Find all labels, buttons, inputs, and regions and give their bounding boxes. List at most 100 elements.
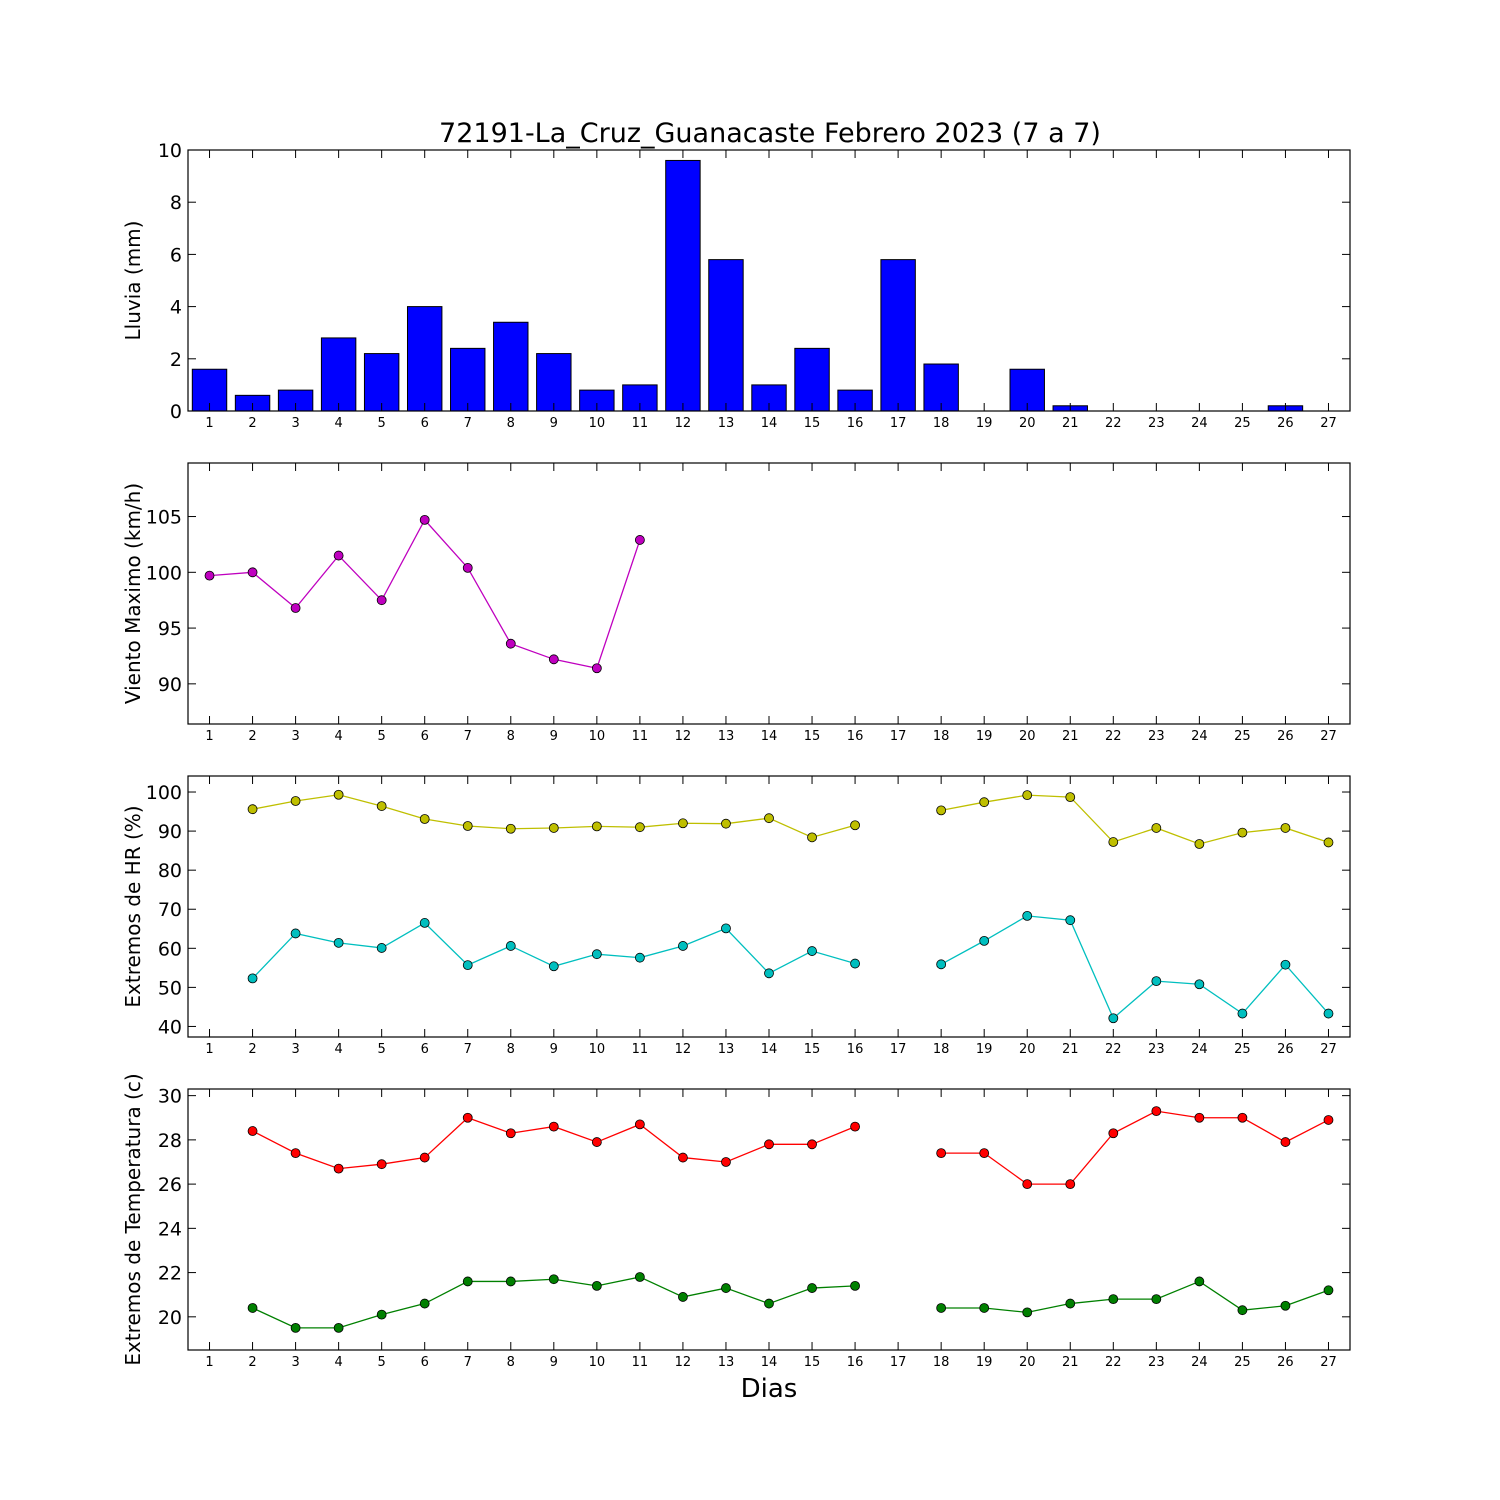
temperature-xtick-label-7: 7 xyxy=(464,1355,472,1370)
rainfall-bar-day-8 xyxy=(493,321,529,412)
max-wind-xtick-label-16: 16 xyxy=(847,729,864,744)
rainfall-ytick-label-10: 10 xyxy=(158,140,182,162)
temperature-xtick-label-22: 22 xyxy=(1105,1355,1122,1370)
humidity-series-0-point-day-21 xyxy=(1065,792,1076,802)
temperature-xtick-label-3: 3 xyxy=(291,1355,299,1370)
humidity-series-0-point-day-8 xyxy=(505,823,516,834)
humidity-series-0-point-day-9 xyxy=(548,823,559,833)
humidity-series-1-point-day-15 xyxy=(807,946,817,956)
rainfall-bar-day-9 xyxy=(536,353,572,412)
humidity-series-1-point-day-8 xyxy=(505,941,516,951)
rainfall-xtick-label-5: 5 xyxy=(378,416,386,431)
temperature-series-1-point-day-11 xyxy=(634,1272,645,1282)
humidity-series-1-point-day-2 xyxy=(247,973,258,984)
humidity-series-1-point-day-11 xyxy=(634,952,645,963)
humidity-ytick-label-70: 70 xyxy=(158,899,182,921)
temperature-series-1-point-day-10 xyxy=(591,1280,602,1291)
max-wind-xtick-label-4: 4 xyxy=(334,729,342,744)
humidity-xtick-label-11: 11 xyxy=(632,1042,649,1057)
rainfall-axes-frame xyxy=(187,149,1351,412)
rainfall-bar-day-5 xyxy=(363,353,400,412)
temperature-xtick-label-18: 18 xyxy=(933,1355,950,1370)
temperature-series-0-point-day-10 xyxy=(591,1137,602,1147)
rainfall-xtick-label-21: 21 xyxy=(1062,416,1079,431)
humidity-series-1-point-day-20 xyxy=(1022,910,1033,921)
max-wind-xtick-label-25: 25 xyxy=(1234,729,1251,744)
rainfall-xtick-label-11: 11 xyxy=(632,416,649,431)
temperature-xtick-label-2: 2 xyxy=(248,1355,256,1370)
max-wind-ytick-label-105: 105 xyxy=(146,507,182,529)
humidity-xtick-label-26: 26 xyxy=(1277,1042,1294,1057)
max-wind-xtick-label-13: 13 xyxy=(718,729,735,744)
temperature-series-0-point-day-15 xyxy=(807,1139,817,1150)
temperature-xtick-label-5: 5 xyxy=(378,1355,386,1370)
temperature-series-0-point-day-5 xyxy=(376,1159,387,1170)
temperature-xtick-label-12: 12 xyxy=(675,1355,692,1370)
rainfall-ytick-label-0: 0 xyxy=(170,401,182,423)
temperature-series-0-point-day-18 xyxy=(936,1148,947,1159)
rainfall-bar-day-13 xyxy=(708,259,744,412)
max-wind-series-0-point-day-8 xyxy=(505,638,516,649)
temperature-xtick-label-27: 27 xyxy=(1320,1355,1337,1370)
max-wind-series-0-point-day-7 xyxy=(462,562,473,573)
max-wind-series-0-point-day-6 xyxy=(419,514,430,525)
temperature-xtick-label-4: 4 xyxy=(334,1355,342,1370)
humidity-series-0-point-day-4 xyxy=(333,789,344,800)
humidity-series-0-point-day-11 xyxy=(634,822,645,833)
rainfall-bar-day-6 xyxy=(406,306,443,412)
humidity-series-0-point-day-23 xyxy=(1151,823,1162,833)
temperature-xtick-label-1: 1 xyxy=(205,1355,213,1370)
rainfall-xtick-label-24: 24 xyxy=(1191,416,1208,431)
rainfall-xtick-label-12: 12 xyxy=(675,416,692,431)
humidity-series-0-point-day-3 xyxy=(290,796,301,806)
rainfall-xtick-label-4: 4 xyxy=(334,416,342,431)
humidity-series-1-point-day-14 xyxy=(764,968,774,979)
temperature-y-axis-label: Extremos de Temperatura (c) xyxy=(121,1073,145,1365)
humidity-xtick-label-15: 15 xyxy=(804,1042,821,1057)
humidity-series-1-point-day-26 xyxy=(1280,959,1291,970)
humidity-series-0-point-day-27 xyxy=(1323,837,1334,848)
temperature-series-1-point-day-24 xyxy=(1194,1276,1205,1287)
temperature-xtick-label-21: 21 xyxy=(1062,1355,1079,1370)
max-wind-xtick-label-20: 20 xyxy=(1019,729,1036,744)
humidity-xtick-label-20: 20 xyxy=(1019,1042,1036,1057)
temperature-series-0-point-day-26 xyxy=(1280,1137,1291,1147)
max-wind-xtick-label-15: 15 xyxy=(804,729,821,744)
max-wind-series-0-point-day-1 xyxy=(204,570,215,581)
rainfall-bar-day-17 xyxy=(880,259,916,412)
rainfall-bar-day-7 xyxy=(450,347,486,412)
temperature-series-0-point-day-3 xyxy=(290,1148,301,1159)
humidity-xtick-label-7: 7 xyxy=(464,1042,472,1057)
max-wind-series-0-point-day-4 xyxy=(333,550,344,561)
rainfall-xtick-label-22: 22 xyxy=(1105,416,1122,431)
max-wind-series-0-point-day-5 xyxy=(376,595,387,606)
temperature-series-1-point-day-6 xyxy=(419,1298,430,1309)
humidity-series-0-point-day-19 xyxy=(979,797,990,808)
humidity-xtick-label-9: 9 xyxy=(550,1042,558,1057)
humidity-xtick-label-3: 3 xyxy=(291,1042,299,1057)
temperature-series-0-point-day-12 xyxy=(678,1152,688,1163)
humidity-xtick-label-13: 13 xyxy=(718,1042,735,1057)
temperature-series-1-point-day-12 xyxy=(678,1292,688,1302)
humidity-series-1-point-day-19 xyxy=(979,935,990,946)
humidity-series-1-point-day-21 xyxy=(1065,915,1076,926)
humidity-series-0-point-day-2 xyxy=(247,804,258,815)
humidity-series-0-point-day-26 xyxy=(1280,823,1291,833)
temperature-series-1-point-day-5 xyxy=(376,1309,387,1320)
temperature-xtick-label-9: 9 xyxy=(550,1355,558,1370)
humidity-series-0-point-day-18 xyxy=(936,805,947,816)
temperature-series-1-point-day-8 xyxy=(505,1276,516,1287)
humidity-xtick-label-27: 27 xyxy=(1320,1042,1337,1057)
rainfall-ytick-label-4: 4 xyxy=(170,297,182,319)
max-wind-xtick-label-9: 9 xyxy=(550,729,558,744)
humidity-series-1-point-day-9 xyxy=(548,961,559,972)
humidity-series-0-line-1 xyxy=(941,794,1329,845)
rainfall-xtick-label-16: 16 xyxy=(847,416,864,431)
humidity-xtick-label-24: 24 xyxy=(1191,1042,1208,1057)
temperature-series-0-point-day-16 xyxy=(850,1121,860,1132)
humidity-xtick-label-2: 2 xyxy=(248,1042,256,1057)
rainfall-xtick-label-15: 15 xyxy=(804,416,821,431)
temperature-series-0-point-day-20 xyxy=(1022,1179,1033,1190)
humidity-xtick-label-1: 1 xyxy=(205,1042,213,1057)
